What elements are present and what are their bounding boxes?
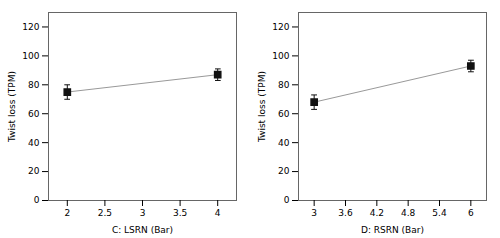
svg-text:4.2: 4.2 bbox=[370, 208, 384, 218]
svg-text:40: 40 bbox=[278, 138, 290, 148]
svg-text:3: 3 bbox=[311, 208, 317, 218]
svg-text:40: 40 bbox=[28, 138, 40, 148]
svg-text:3.6: 3.6 bbox=[338, 208, 353, 218]
svg-text:3: 3 bbox=[140, 208, 146, 218]
svg-text:0: 0 bbox=[34, 195, 40, 205]
svg-text:3.5: 3.5 bbox=[173, 208, 187, 218]
svg-text:60: 60 bbox=[278, 109, 290, 119]
svg-text:4: 4 bbox=[215, 208, 221, 218]
svg-text:120: 120 bbox=[272, 22, 289, 32]
svg-text:6: 6 bbox=[468, 208, 474, 218]
svg-text:60: 60 bbox=[28, 109, 40, 119]
svg-text:120: 120 bbox=[22, 22, 39, 32]
svg-text:5.4: 5.4 bbox=[432, 208, 447, 218]
svg-text:80: 80 bbox=[28, 80, 40, 90]
svg-text:2: 2 bbox=[64, 208, 70, 218]
svg-text:20: 20 bbox=[28, 166, 40, 176]
svg-text:C: LSRN (Bar): C: LSRN (Bar) bbox=[112, 225, 173, 235]
svg-text:100: 100 bbox=[22, 51, 39, 61]
svg-text:Twist loss (TPM): Twist loss (TPM) bbox=[257, 71, 267, 143]
svg-text:2.5: 2.5 bbox=[98, 208, 112, 218]
svg-text:80: 80 bbox=[278, 80, 290, 90]
svg-text:D: RSRN (Bar): D: RSRN (Bar) bbox=[361, 225, 424, 235]
svg-text:4.8: 4.8 bbox=[401, 208, 416, 218]
svg-text:0: 0 bbox=[284, 195, 290, 205]
svg-text:100: 100 bbox=[272, 51, 289, 61]
svg-text:20: 20 bbox=[278, 166, 290, 176]
svg-text:Twist loss (TPM): Twist loss (TPM) bbox=[7, 71, 17, 143]
